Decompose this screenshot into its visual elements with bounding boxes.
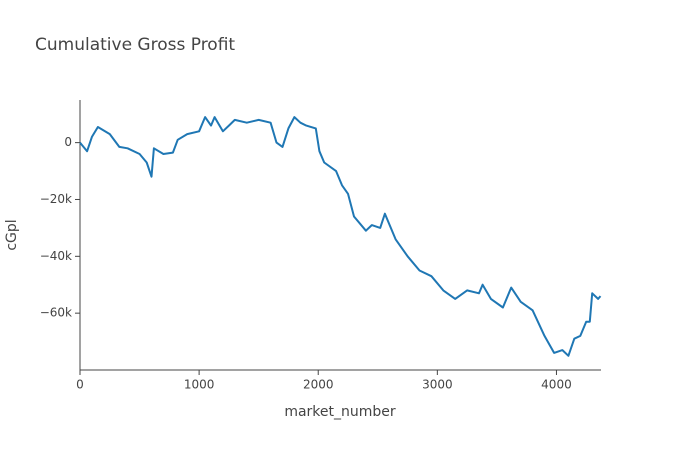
chart-title: Cumulative Gross Profit [35,35,235,55]
x-tick-label: 2000 [303,378,334,392]
x-axis-title: market_number [284,404,396,420]
x-tick-label: 1000 [184,378,215,392]
y-tick-label: 0 [64,135,72,149]
y-axis-title: cGpl [4,219,20,250]
x-tick-label: 3000 [422,378,453,392]
x-tick-label: 0 [76,378,84,392]
x-tick-label: 4000 [541,378,572,392]
y-tick-label: −20k [40,192,72,206]
y-tick-label: −40k [40,249,72,263]
data-line [79,116,602,357]
y-tick-label: −60k [40,306,72,320]
